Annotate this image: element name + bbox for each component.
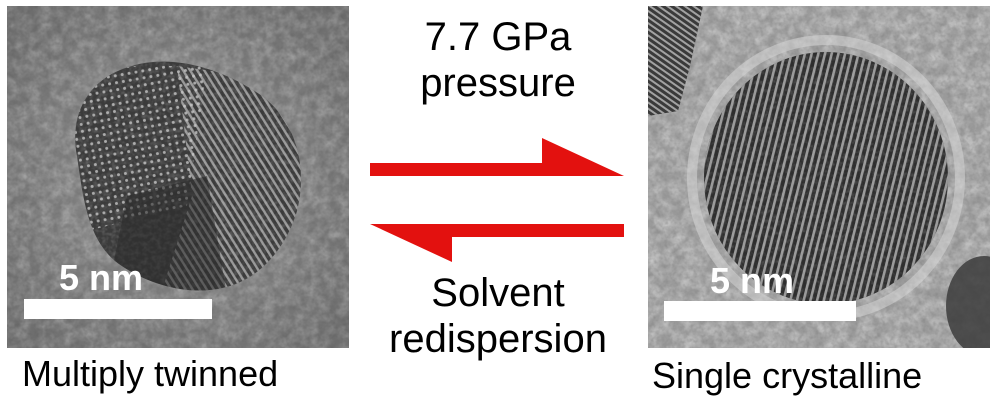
reverse-arrow <box>370 224 624 262</box>
scale-bar-label-left: 5 nm <box>59 257 144 298</box>
scale-bar-label-right: 5 nm <box>710 260 795 301</box>
tem-image-left-graphic <box>7 6 349 348</box>
reverse-process-label: Solvent redispersion <box>352 270 644 362</box>
scale-bar-left <box>24 299 212 319</box>
scale-bar-right <box>664 301 856 321</box>
forward-arrow <box>370 138 624 176</box>
forward-label-line2: pressure <box>420 61 576 105</box>
tem-image-right-graphic <box>648 6 990 348</box>
forward-label-line1: 7.7 GPa <box>424 15 572 59</box>
forward-process-label: 7.7 GPa pressure <box>352 14 644 106</box>
reverse-label-line2: redispersion <box>389 317 607 361</box>
tem-image-single-crystalline: 5 nm <box>648 6 990 348</box>
tem-image-multiply-twinned: 5 nm <box>7 6 349 348</box>
equilibrium-arrows <box>370 138 624 262</box>
caption-multiply-twinned: Multiply twinned <box>22 353 279 394</box>
reverse-label-line1: Solvent <box>431 271 565 315</box>
caption-single-crystalline: Single crystalline <box>652 355 923 396</box>
